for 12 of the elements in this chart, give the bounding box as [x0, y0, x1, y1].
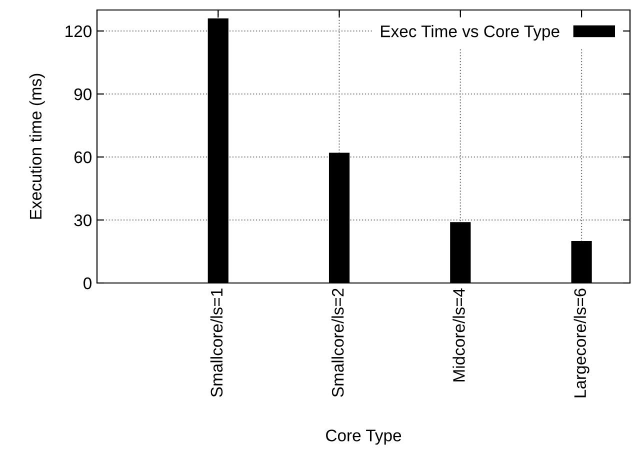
x-axis-title: Core Type	[326, 430, 402, 445]
x-tick-label: Smallcore/ls=2	[332, 288, 344, 397]
y-tick-label: 90	[74, 88, 92, 100]
y-tick-label: 60	[74, 151, 92, 164]
y-tick-label: 0	[84, 277, 92, 290]
x-tick-label: Largecore/ls=6	[574, 288, 590, 398]
legend-label: Exec Time vs Core Type	[381, 25, 560, 41]
x-tick-label: Midcore/ls=4	[452, 288, 465, 382]
y-axis-title: Execution time (ms)	[29, 74, 45, 219]
x-tick-label: Smallcore/ls=1	[210, 288, 223, 397]
y-tick-label: 120	[66, 25, 92, 38]
y-tick-label: 30	[74, 214, 92, 226]
